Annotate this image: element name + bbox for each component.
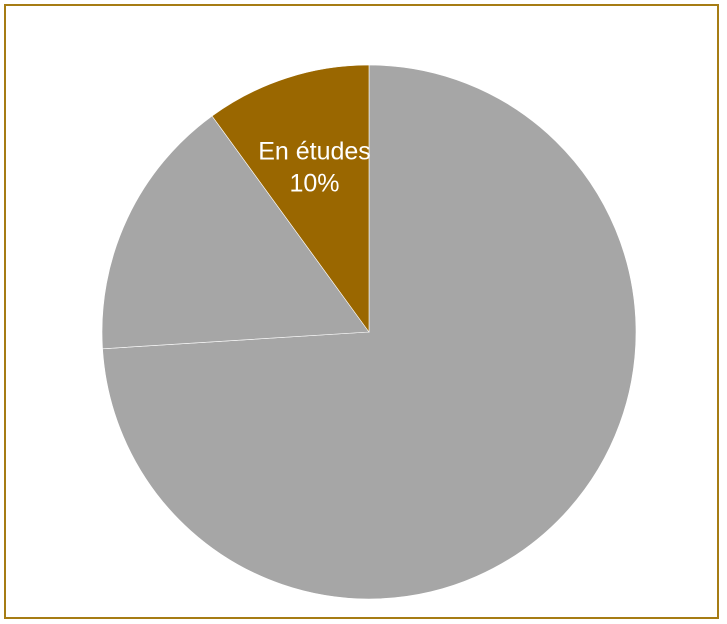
- slice-value-2: 10%: [289, 169, 339, 197]
- pie-slice-1: [101, 115, 370, 350]
- pie-labels: En études 10%: [258, 137, 371, 197]
- pie-slice-2: [211, 64, 370, 333]
- slice-label-2: En études: [258, 137, 371, 165]
- pie-slices: [101, 64, 637, 600]
